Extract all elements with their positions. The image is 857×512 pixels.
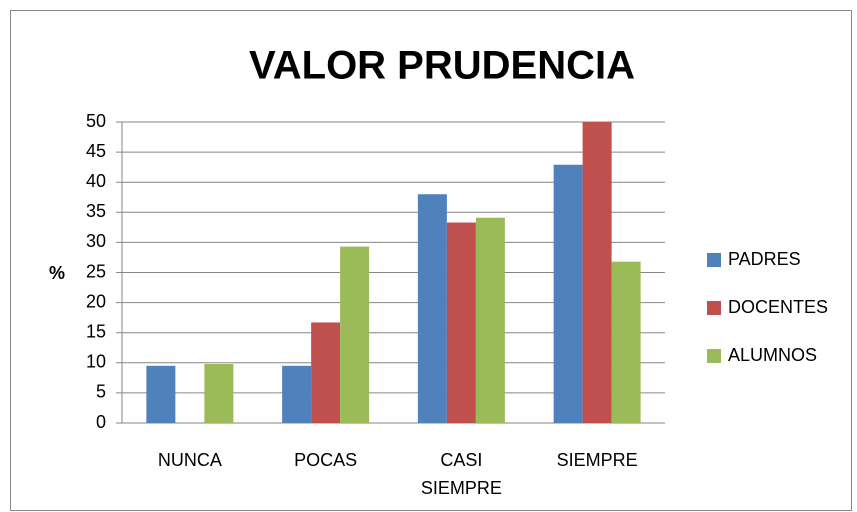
legend-label: ALUMNOS [728,345,817,365]
y-tick-label: 15 [86,321,106,341]
x-tick-label: SIEMPRE [557,450,638,470]
legend-swatch [707,349,721,363]
bar [553,164,583,423]
y-tick-label: 20 [86,291,106,311]
bar [340,246,370,423]
y-tick-label: 10 [86,352,106,372]
bar [611,261,641,423]
legend-label: PADRES [728,249,801,269]
bar [446,222,476,423]
y-tick-label: 40 [86,171,106,191]
x-tick-label: NUNCA [158,450,222,470]
y-tick-label: 5 [96,382,106,402]
bar [204,364,234,423]
bar [311,322,341,423]
chart-title: VALOR PRUDENCIA [249,44,635,88]
y-tick-label: 35 [86,201,106,221]
x-tick-label: POCAS [294,450,357,470]
y-axis-label: % [49,263,65,283]
legend-swatch [707,253,721,267]
bar [417,194,447,423]
x-tick-label: CASI SIEMPRE [421,450,502,498]
bar [282,365,312,423]
y-tick-label: 0 [96,412,106,432]
y-tick-label: 25 [86,261,106,281]
bar [146,365,176,423]
y-tick-label: 45 [86,141,106,161]
legend-label: DOCENTES [728,297,828,317]
bar [582,122,612,423]
bar [475,217,505,423]
legend-swatch [707,301,721,315]
y-tick-label: 30 [86,231,106,251]
y-tick-label: 50 [86,111,106,131]
